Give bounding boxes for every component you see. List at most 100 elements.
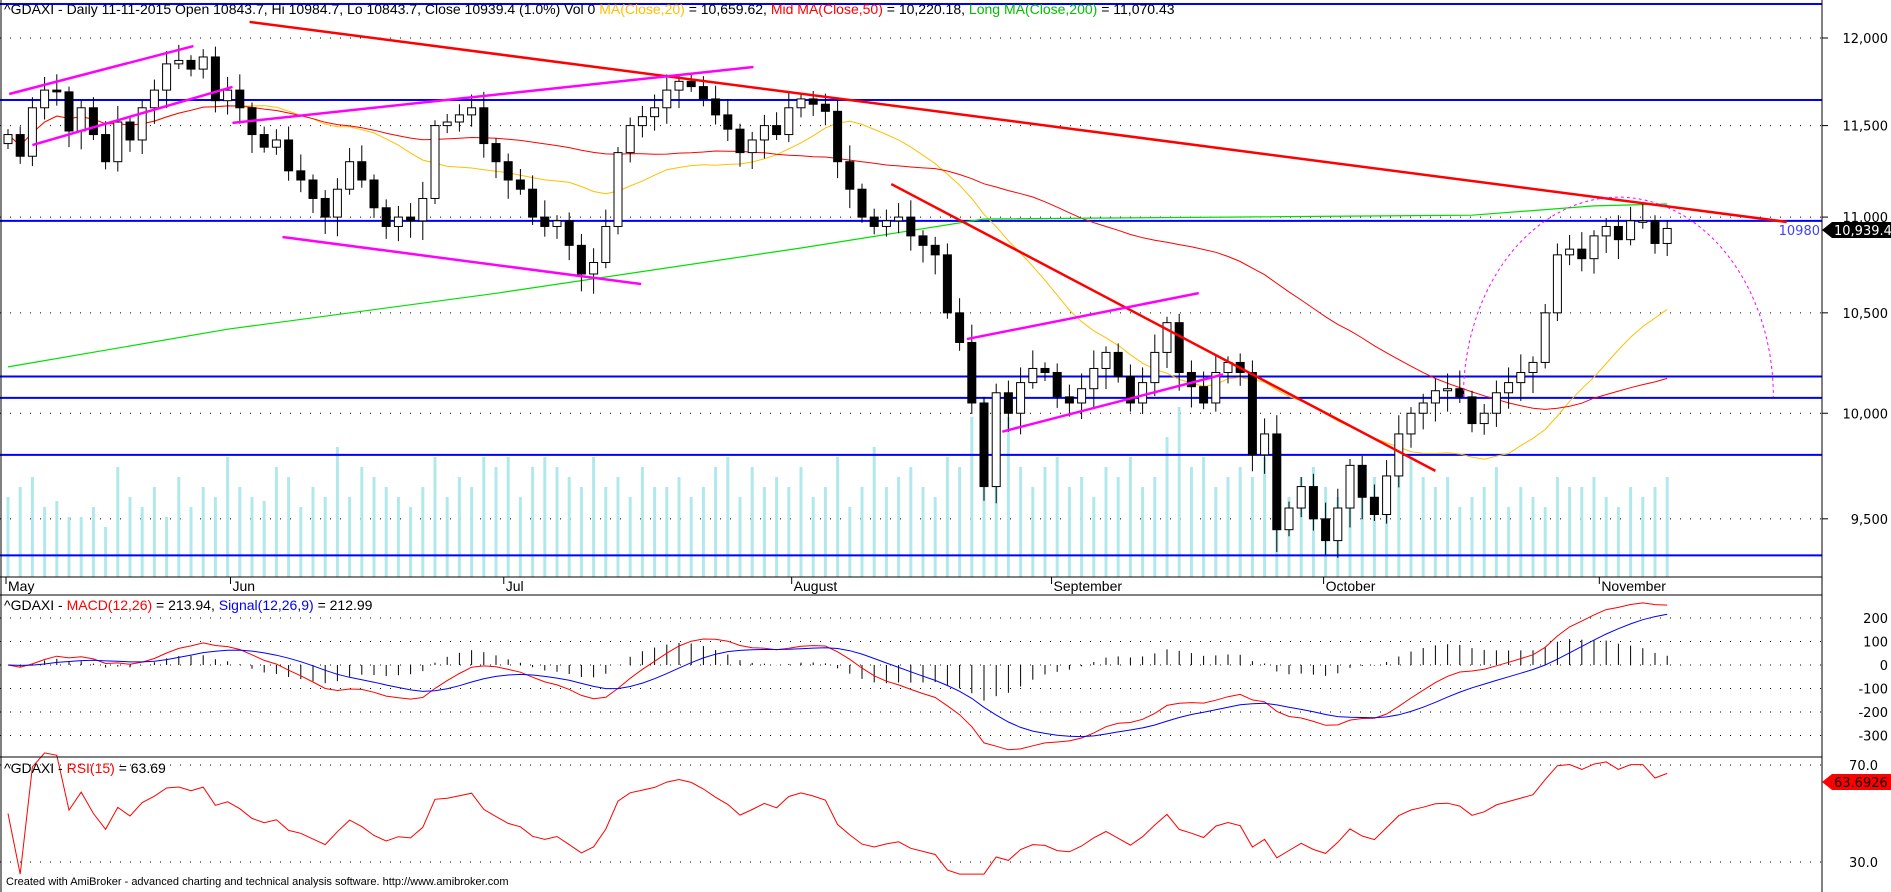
candle-up — [759, 125, 769, 141]
volume-bar — [762, 487, 766, 577]
volume-bar — [958, 467, 962, 577]
volume-bar — [323, 497, 327, 577]
candle-down — [967, 341, 977, 404]
candle-up — [454, 114, 464, 123]
candle-up — [3, 134, 13, 145]
channel-line — [1001, 373, 1224, 433]
volume-bar — [579, 487, 583, 577]
candle-down — [1186, 371, 1196, 388]
candle-up — [1394, 433, 1404, 477]
red-trendline — [249, 20, 1787, 224]
volume-bar — [396, 497, 400, 577]
volume-bar — [250, 497, 254, 577]
candle-down — [1467, 396, 1477, 425]
macd-prefix: ^GDAXI - — [4, 597, 67, 613]
volume-bar — [335, 447, 339, 577]
volume-bar — [555, 467, 559, 577]
rsi-value: = 63.69 — [115, 760, 166, 776]
candle-down — [1650, 220, 1660, 244]
rsi-tick-label: 30.0 — [1849, 856, 1878, 871]
dashed-arc — [1462, 196, 1774, 397]
volume-bar — [616, 477, 620, 577]
candle-up — [1552, 254, 1562, 314]
ma20-value: = 10,659.62, — [685, 1, 771, 17]
last-price-marker — [1822, 222, 1891, 238]
volume-bar — [55, 501, 59, 577]
candle-up — [796, 98, 806, 109]
candle-up — [27, 107, 37, 157]
ma50-label: Mid MA(Close,50) — [771, 1, 883, 17]
candle-up — [137, 107, 147, 141]
candle-up — [1382, 475, 1392, 515]
ma200-line — [7, 203, 1668, 368]
candle-down — [735, 128, 745, 154]
volume-bar — [79, 517, 83, 577]
candle-up — [1138, 382, 1148, 404]
volume-bar — [677, 477, 681, 577]
volume-bar — [91, 507, 95, 577]
volume-bar — [1531, 497, 1535, 577]
candle-up — [430, 125, 440, 199]
candle-down — [125, 121, 135, 141]
volume-bar — [1153, 477, 1157, 577]
candle-down — [1040, 367, 1050, 373]
macd-pane — [7, 602, 1668, 751]
volume-bar — [567, 477, 571, 577]
month-label: Jun — [232, 578, 255, 594]
volume-bar — [970, 417, 974, 577]
volume-bar — [43, 507, 47, 577]
volume-bar — [787, 487, 791, 577]
volume-bar — [1446, 477, 1450, 577]
candle-up — [881, 220, 891, 227]
volume-bar — [1348, 507, 1352, 577]
candle-down — [186, 59, 196, 70]
macd-tick-label: -200 — [1858, 706, 1888, 721]
candle-up — [40, 89, 50, 109]
candle-down — [381, 207, 391, 227]
volume-bar — [1104, 467, 1108, 577]
rsi-header: ^GDAXI - RSI(15) = 63.69 — [4, 760, 166, 776]
candle-up — [198, 56, 208, 70]
candle-up — [637, 116, 647, 127]
volume-bar — [1202, 457, 1206, 577]
candle-down — [686, 80, 696, 88]
candle-up — [1089, 367, 1099, 390]
candle-down — [491, 143, 501, 163]
signal-value: = 212.99 — [314, 597, 373, 613]
volume-bar — [799, 467, 803, 577]
volume-bar — [543, 457, 547, 577]
volume-bar — [1397, 467, 1401, 577]
volume-bar — [470, 487, 474, 577]
candle-down — [101, 134, 111, 163]
channel-line — [282, 235, 642, 286]
volume-bar — [421, 487, 425, 577]
rsi-label: RSI(15) — [67, 760, 115, 776]
candle-down — [1052, 371, 1062, 398]
candle-up — [589, 261, 599, 275]
candle-up — [894, 216, 904, 222]
volume-bar — [738, 497, 742, 577]
candle-up — [345, 161, 355, 190]
candle-down — [1455, 388, 1465, 398]
volume-bar — [1629, 487, 1633, 577]
candle-down — [357, 161, 367, 181]
volume-bar — [457, 477, 461, 577]
candle-down — [1003, 392, 1013, 414]
month-label: May — [8, 578, 34, 594]
volume-bar — [128, 497, 132, 577]
trendlines — [8, 20, 1787, 472]
candle-down — [979, 402, 989, 488]
volume-bar — [1299, 477, 1303, 577]
volume-bar — [811, 497, 815, 577]
volume-bar — [1494, 467, 1498, 577]
volume-bar — [1409, 457, 1413, 577]
channel-line — [8, 44, 194, 96]
candle-down — [906, 216, 916, 237]
volume-bar — [1055, 457, 1059, 577]
volume-bar — [116, 467, 120, 577]
volume-bar — [1580, 487, 1584, 577]
candle-up — [1443, 388, 1453, 392]
price-tick-label: 11,500 — [1843, 120, 1889, 135]
volume-bar — [1458, 507, 1462, 577]
